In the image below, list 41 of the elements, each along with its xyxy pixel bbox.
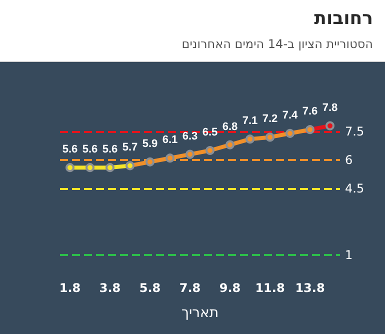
data-label: 5.6 bbox=[82, 144, 98, 156]
chart-subtitle: הסטוריית הציון ב-14 הימים האחרונים bbox=[180, 37, 373, 51]
x-tick-label: 13.8 bbox=[295, 281, 325, 295]
point bbox=[246, 134, 254, 144]
data-label: 5.6 bbox=[62, 144, 78, 156]
data-label: 7.4 bbox=[282, 109, 299, 122]
data-label: 7.6 bbox=[302, 106, 318, 118]
point bbox=[266, 132, 274, 142]
x-tick-label: 11.8 bbox=[255, 281, 285, 295]
chart-title: רחובות bbox=[313, 8, 373, 29]
data-label: 7.1 bbox=[242, 115, 258, 128]
point bbox=[286, 128, 294, 138]
point bbox=[106, 163, 114, 172]
point bbox=[186, 150, 194, 159]
point bbox=[166, 154, 174, 163]
data-label: 5.7 bbox=[122, 142, 138, 154]
point bbox=[326, 121, 334, 130]
x-tick-label: 7.8 bbox=[179, 281, 201, 295]
point bbox=[126, 161, 134, 170]
data-label: 6.3 bbox=[182, 130, 198, 142]
ref-line-label: 4.5 bbox=[345, 182, 364, 196]
data-label: 6.8 bbox=[222, 120, 238, 133]
ref-line-label: 7.5 bbox=[345, 124, 364, 138]
ref-line-label: 1 bbox=[345, 248, 353, 262]
x-tick-label: 3.8 bbox=[99, 281, 121, 295]
data-label: 5.9 bbox=[142, 138, 158, 150]
data-label: 5.6 bbox=[102, 144, 118, 156]
point bbox=[306, 125, 314, 134]
point bbox=[146, 157, 154, 166]
point bbox=[66, 163, 74, 172]
x-tick-label: 5.8 bbox=[139, 281, 161, 295]
x-tick-label: 1.8 bbox=[59, 281, 81, 295]
point bbox=[86, 163, 94, 172]
data-label: 7.2 bbox=[262, 113, 278, 126]
point bbox=[206, 146, 214, 155]
data-label: 7.8 bbox=[322, 102, 338, 114]
x-axis-title: תאריך bbox=[181, 305, 219, 321]
x-tick-label: 9.8 bbox=[219, 281, 241, 295]
data-label: 6.1 bbox=[162, 134, 178, 146]
point bbox=[226, 140, 234, 150]
ref-line-label: 6 bbox=[345, 153, 353, 167]
